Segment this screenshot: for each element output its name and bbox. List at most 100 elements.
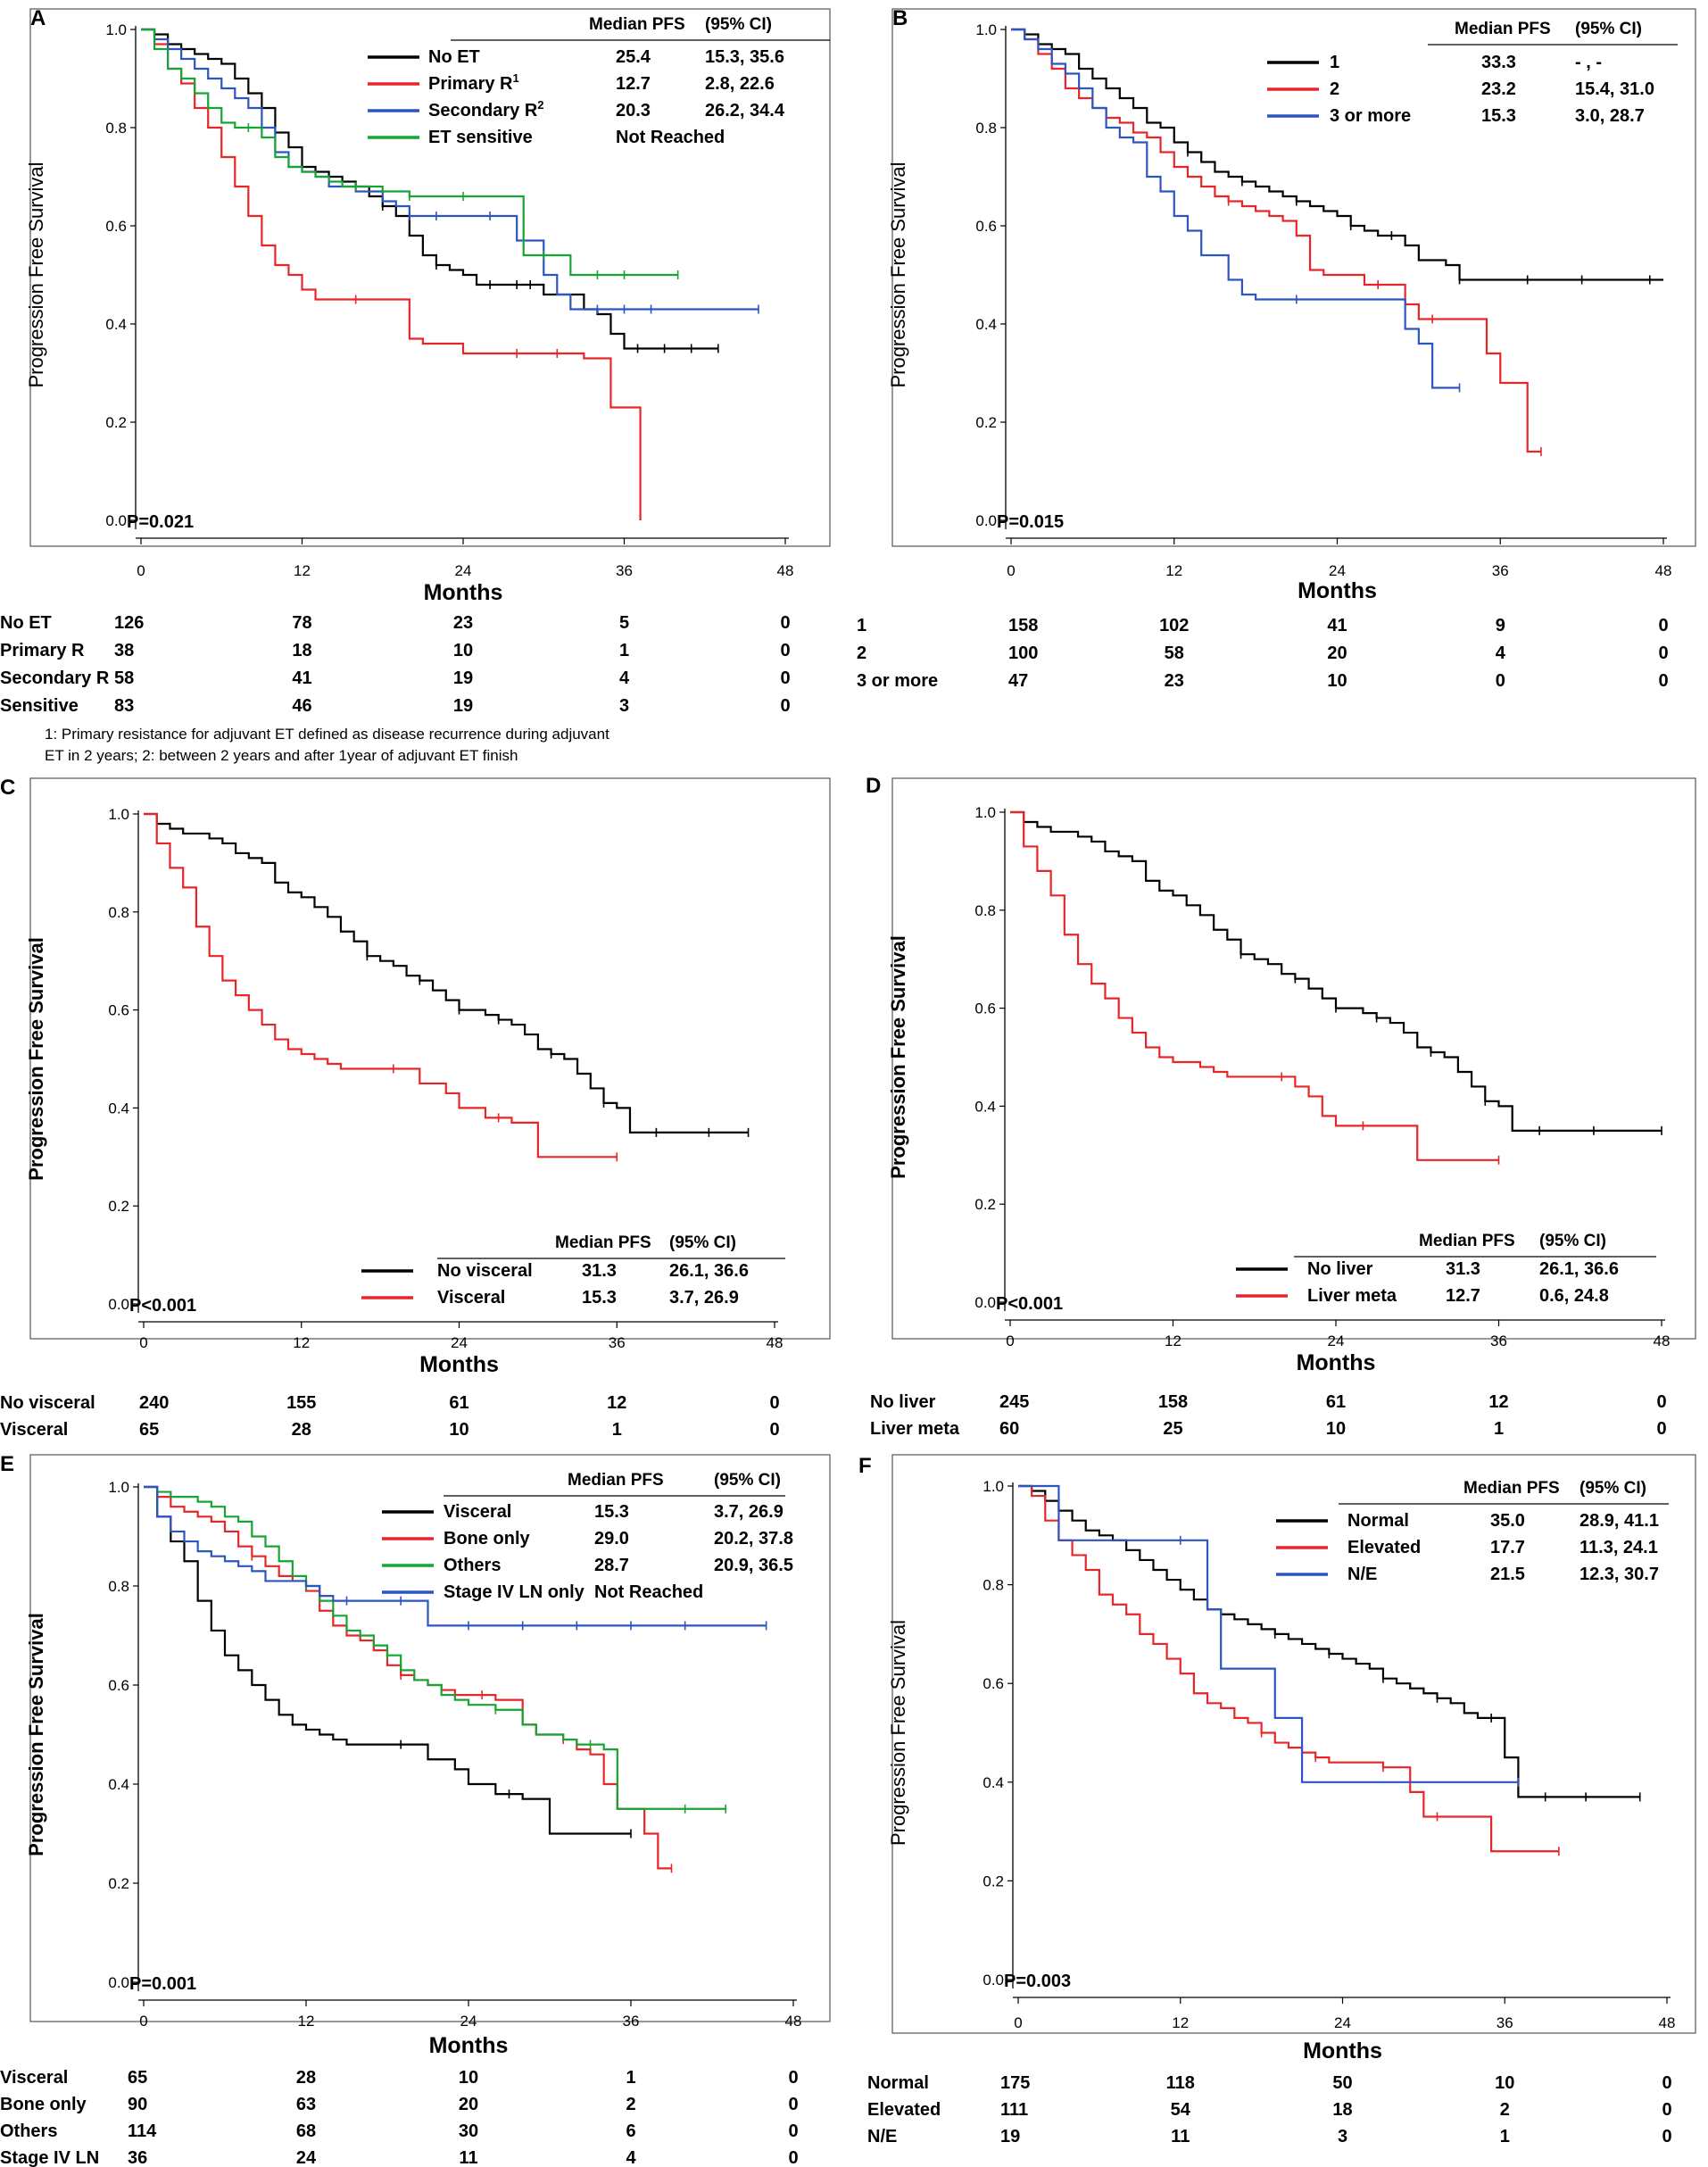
y-tick-label: 0.0 xyxy=(108,1974,129,1991)
risk-count: 1 xyxy=(1500,2127,1510,2146)
y-tick-label: 0.4 xyxy=(975,316,997,333)
y-tick-label: 0.0 xyxy=(108,1296,129,1313)
risk-count: 0 xyxy=(769,1393,779,1413)
risk-count: 118 xyxy=(1166,2073,1195,2093)
legend-superscript: 2 xyxy=(537,98,543,112)
risk-count: 0 xyxy=(788,2095,798,2114)
risk-count: 65 xyxy=(139,1420,159,1440)
risk-count: 0 xyxy=(1662,2100,1671,2120)
legend-header-median: Median PFS xyxy=(555,1233,651,1252)
risk-count: 54 xyxy=(1171,2100,1191,2120)
legend-median: 35.0 xyxy=(1490,1511,1525,1531)
legend-median: 17.7 xyxy=(1490,1538,1525,1557)
y-tick-label: 1.0 xyxy=(108,806,129,823)
risk-count: 0 xyxy=(1662,2073,1671,2093)
risk-count: 24 xyxy=(296,2148,317,2167)
risk-row-label: Elevated xyxy=(867,2100,941,2120)
legend-header-ci: (95% CI) xyxy=(1579,1479,1646,1498)
legend-median: 21.5 xyxy=(1490,1565,1525,1584)
panel-frame xyxy=(891,1454,1696,2034)
legend-median: 15.3 xyxy=(582,1288,617,1308)
x-tick-label: 0 xyxy=(1006,1333,1014,1349)
legend-series-name: Others xyxy=(444,1556,501,1575)
risk-count: 4 xyxy=(626,2148,636,2167)
risk-count: 20 xyxy=(1327,643,1347,663)
risk-count: 1 xyxy=(626,2068,635,2088)
x-tick-label: 0 xyxy=(139,2013,147,2030)
x-tick-label: 48 xyxy=(1659,2014,1676,2031)
legend-median: 15.3 xyxy=(1481,106,1516,126)
y-tick-label: 0.0 xyxy=(105,512,127,529)
risk-row-label: Sensitive xyxy=(0,696,79,716)
y-tick-label: 0.0 xyxy=(975,512,997,529)
risk-count: 240 xyxy=(139,1393,169,1413)
km-curve-bone-only xyxy=(144,1485,672,1870)
risk-row-label: 1 xyxy=(857,616,866,635)
risk-count: 68 xyxy=(296,2121,316,2141)
risk-count: 3 xyxy=(1338,2127,1347,2146)
legend-header-median: Median PFS xyxy=(568,1471,664,1490)
x-tick-label: 36 xyxy=(616,562,633,579)
y-tick-label: 0.0 xyxy=(983,1972,1004,1988)
risk-count: 11 xyxy=(1171,2127,1190,2146)
panel-F: F0.00.20.40.60.81.00 12 24 36 48MonthsProgre… xyxy=(858,1454,1696,2146)
footnote-line-1: 1: Primary resistance for adjuvant ET de… xyxy=(45,726,609,743)
km-curve-liver-meta xyxy=(1010,810,1499,1161)
p-value: P=0.003 xyxy=(1004,1972,1071,1991)
risk-count: 1 xyxy=(1494,1419,1504,1439)
risk-count: 46 xyxy=(292,696,311,716)
x-tick-label: 12 xyxy=(298,2013,315,2030)
risk-count: 61 xyxy=(1326,1392,1346,1412)
legend-series-name: Normal xyxy=(1347,1511,1409,1531)
x-axis-label: Months xyxy=(424,580,503,605)
risk-count: 0 xyxy=(1658,671,1668,691)
risk-count: 1 xyxy=(612,1420,622,1440)
x-tick-label: 0 xyxy=(1014,2014,1022,2031)
risk-count: 38 xyxy=(114,641,134,660)
y-tick-label: 0.6 xyxy=(975,218,997,235)
risk-count: 0 xyxy=(780,613,790,633)
x-tick-label: 12 xyxy=(1165,562,1182,579)
legend-series-name: Secondary R2 xyxy=(428,98,544,120)
y-axis-label: Progression Free Survival xyxy=(887,1620,909,1846)
y-tick-label: 0.2 xyxy=(974,1196,996,1213)
risk-count: 155 xyxy=(286,1393,316,1413)
panel-C: C 0.0 0.2 0.4 0.6 0.8 1.0 0 12 24 36 48 Months Progre… xyxy=(0,776,831,1440)
km-curve-1 xyxy=(1011,28,1663,281)
risk-count: 10 xyxy=(449,1420,468,1440)
legend-median: 25.4 xyxy=(616,47,651,67)
p-value: P<0.001 xyxy=(996,1294,1063,1314)
y-tick-label: 1.0 xyxy=(975,21,997,38)
panel-E: E0.00.20.40.60.81.00 12 24 36 48MonthsProgre… xyxy=(0,1452,831,2167)
legend-series-name: 1 xyxy=(1330,53,1339,72)
risk-count: 50 xyxy=(1332,2073,1352,2093)
risk-count: 11 xyxy=(459,2148,477,2167)
legend-median: 29.0 xyxy=(594,1529,629,1548)
risk-count: 10 xyxy=(1326,1419,1346,1439)
risk-row-label: Visceral xyxy=(0,1420,68,1440)
risk-count: 0 xyxy=(1658,616,1668,635)
risk-count: 1 xyxy=(619,641,629,660)
legend-series-name: Primary R1 xyxy=(428,71,519,94)
legend-median: 31.3 xyxy=(582,1261,617,1281)
risk-count: 18 xyxy=(292,641,311,660)
y-tick-label: 0.8 xyxy=(974,902,996,919)
legend-median: 31.3 xyxy=(1446,1259,1480,1279)
y-tick-label: 0.6 xyxy=(105,218,127,235)
x-tick-label: 24 xyxy=(460,2013,477,2030)
y-tick-label: 0.4 xyxy=(974,1098,996,1115)
risk-count: 18 xyxy=(1332,2100,1352,2120)
risk-count: 83 xyxy=(114,696,134,716)
risk-count: 19 xyxy=(453,668,473,688)
km-curve-others xyxy=(144,1485,726,1810)
legend-ci: 3.0, 28.7 xyxy=(1575,106,1645,126)
y-tick-label: 0.8 xyxy=(975,120,997,137)
x-axis-label: Months xyxy=(419,1352,499,1377)
km-curve-stage-iv-ln-only xyxy=(144,1485,767,1627)
y-tick-label: 0.2 xyxy=(108,1875,129,1892)
y-tick-label: 0.2 xyxy=(975,414,997,431)
x-axis-label: Months xyxy=(1303,2038,1382,2063)
legend-series-name: No ET xyxy=(428,47,480,67)
legend-header-median: Median PFS xyxy=(589,15,685,34)
legend-header-ci: (95% CI) xyxy=(1539,1232,1606,1250)
